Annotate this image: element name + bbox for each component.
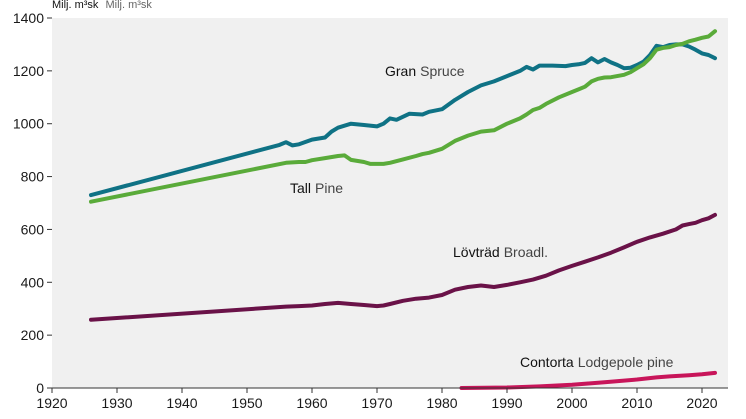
pine-label: Tall Pine xyxy=(290,180,343,196)
x-tick-label: 1920 xyxy=(36,395,67,411)
y-tick-label: 1200 xyxy=(13,63,44,79)
spruce-line xyxy=(89,42,717,198)
x-tick-label: 1970 xyxy=(361,395,392,411)
broadleaf-label: Lövträd Broadl. xyxy=(453,244,548,260)
series-label-english: Spruce xyxy=(420,63,465,79)
unit-label-swedish: Milj. m³sk xyxy=(52,0,99,11)
lodgepole-line xyxy=(459,370,717,390)
y-tick-label: 800 xyxy=(21,169,45,185)
series-label-english: Pine xyxy=(315,180,343,196)
y-tick-label: 600 xyxy=(21,221,45,237)
pine-line xyxy=(89,29,717,204)
y-tick-label: 200 xyxy=(21,327,45,343)
unit-label: Milj. m³sk Milj. m³sk xyxy=(52,0,152,11)
spruce-label: Gran Spruce xyxy=(385,63,465,79)
x-tick-label: 1980 xyxy=(426,395,457,411)
broadleaf-line xyxy=(89,212,717,322)
series-label-swedish: Gran xyxy=(385,63,416,79)
y-tick-label: 400 xyxy=(21,274,45,290)
series-label-swedish: Tall xyxy=(290,180,311,196)
y-tick-label: 1400 xyxy=(13,10,44,26)
y-tick-label: 1000 xyxy=(13,116,44,132)
x-tick-label: 1940 xyxy=(166,395,197,411)
x-tick-label: 2010 xyxy=(621,395,652,411)
series-label-english: Broadl. xyxy=(504,244,548,260)
x-tick-label: 1930 xyxy=(101,395,132,411)
series-label-swedish: Lövträd xyxy=(453,244,500,260)
x-tick-label: 2000 xyxy=(556,395,587,411)
y-tick-label: 0 xyxy=(36,380,44,396)
lodgepole-label: Contorta Lodgepole pine xyxy=(520,354,674,370)
series-label-swedish: Contorta xyxy=(520,354,574,370)
unit-label-english: Milj. m³sk xyxy=(106,0,153,11)
x-tick-label: 1960 xyxy=(296,395,327,411)
plot-area xyxy=(52,18,728,388)
x-tick-label: 1990 xyxy=(491,395,522,411)
x-tick-label: 2020 xyxy=(686,395,717,411)
x-tick-label: 1950 xyxy=(231,395,262,411)
series-label-english: Lodgepole pine xyxy=(578,354,674,370)
